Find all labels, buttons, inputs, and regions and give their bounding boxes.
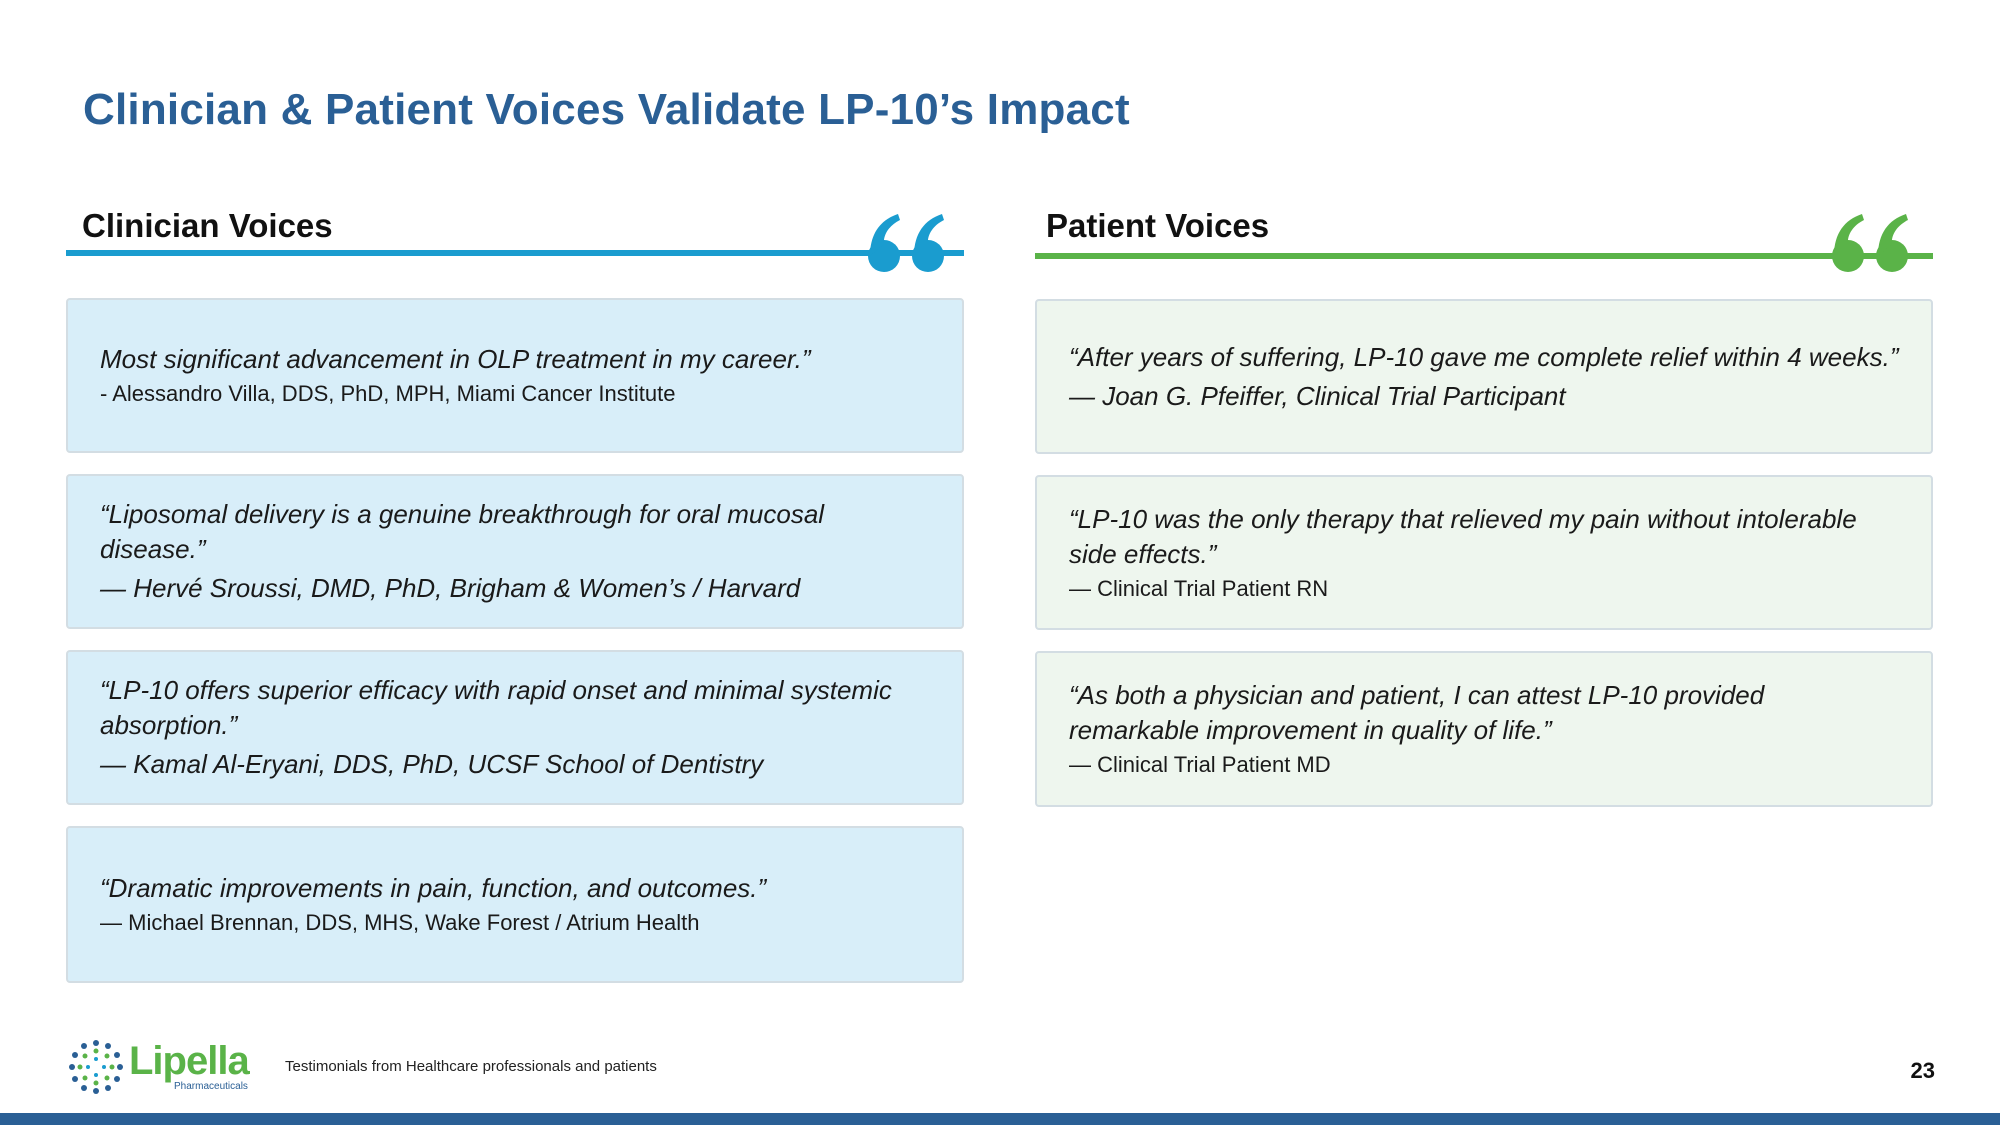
quote-attribution: — Hervé Sroussi, DMD, PhD, Brigham & Wom… [100, 573, 801, 603]
patient-heading: Patient Voices [1046, 207, 1270, 244]
slide-title: Clinician & Patient Voices Validate LP-1… [83, 85, 1130, 134]
quote-attribution: - Alessandro Villa, DDS, PhD, MPH, Miami… [100, 381, 676, 406]
quote-text: “After years of suffering, LP-10 gave me… [1069, 341, 1899, 372]
quote-attribution: — Michael Brennan, DDS, MHS, Wake Forest… [100, 910, 700, 935]
quote-text: “As both a physician and patient, I can … [1069, 680, 1765, 745]
quote-attribution: — Clinical Trial Patient MD [1069, 752, 1331, 777]
quote-attribution: — Joan G. Pfeiffer, Clinical Trial Parti… [1069, 380, 1566, 411]
logo-subtitle: Pharmaceuticals [174, 1081, 248, 1092]
quote-text: “LP-10 offers superior efficacy with rap… [100, 675, 892, 740]
patient-quote-card: “LP-10 was the only therapy that relieve… [1035, 475, 1933, 630]
logo-dots-icon [69, 1040, 123, 1094]
patient-quote-card: “After years of suffering, LP-10 gave me… [1035, 299, 1933, 454]
clinician-quote-card: “Liposomal delivery is a genuine breakth… [66, 474, 964, 629]
quote-text: “Dramatic improvements in pain, function… [100, 873, 767, 903]
clinician-quote-card: Most significant advancement in OLP trea… [66, 298, 964, 453]
patient-rule [1035, 253, 1933, 259]
clinician-heading: Clinician Voices [82, 207, 333, 244]
clinician-quote-card: “LP-10 offers superior efficacy with rap… [66, 650, 964, 805]
footer-note: Testimonials from Healthcare professiona… [285, 1058, 657, 1075]
quote-attribution: — Kamal Al-Eryani, DDS, PhD, UCSF School… [100, 749, 764, 779]
quote-text: Most significant advancement in OLP trea… [100, 344, 811, 374]
clinician-quote-card: “Dramatic improvements in pain, function… [66, 826, 964, 983]
page-number: 23 [1910, 1058, 1935, 1083]
logo-wordmark: Lipella [129, 1039, 250, 1083]
quote-text: “Liposomal delivery is a genuine breakth… [100, 499, 825, 564]
clinician-rule [66, 250, 964, 256]
quote-attribution: — Clinical Trial Patient RN [1069, 575, 1329, 601]
patient-quote-icon [1832, 214, 1908, 272]
clinician-quote-icon [868, 214, 944, 272]
patient-quote-card: “As both a physician and patient, I can … [1035, 651, 1933, 807]
bottom-bar [0, 1113, 2000, 1125]
quote-text: “LP-10 was the only therapy that relieve… [1069, 503, 1857, 569]
lipella-logo: Lipella Pharmaceuticals [66, 1037, 256, 1095]
